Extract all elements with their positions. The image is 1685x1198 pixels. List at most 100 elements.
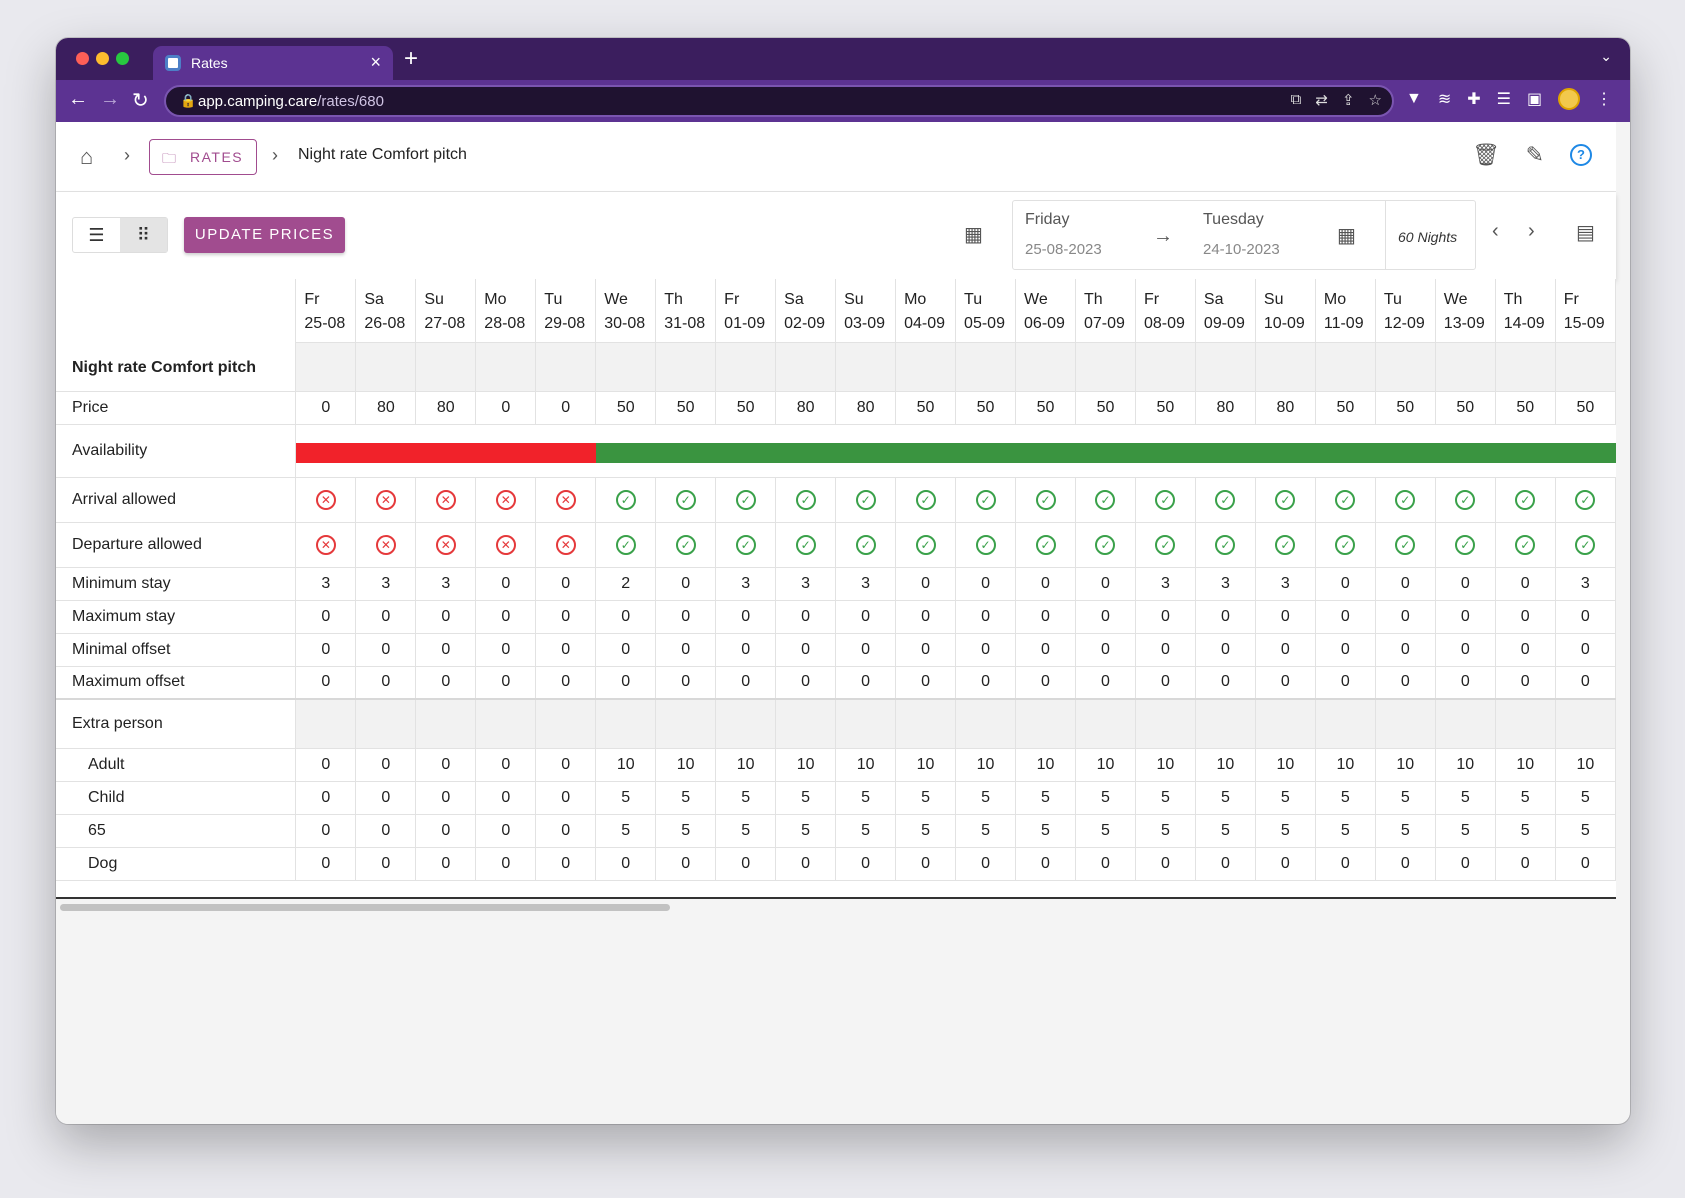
- bookmark-star-icon[interactable]: ☆: [1368, 92, 1382, 109]
- min-stay-cell[interactable]: 0: [655, 567, 717, 601]
- min-offset-cell[interactable]: 0: [1435, 633, 1496, 667]
- max-offset-cell[interactable]: 0: [1075, 666, 1136, 700]
- trash-icon[interactable]: 🗑: [1472, 142, 1500, 167]
- departure-cell[interactable]: ✓: [1555, 522, 1616, 568]
- adult-cell[interactable]: 10: [1315, 748, 1376, 782]
- child-cell[interactable]: 5: [1495, 781, 1556, 815]
- min-stay-cell[interactable]: 3: [1135, 567, 1196, 601]
- dog-cell[interactable]: 0: [1435, 847, 1496, 881]
- child-cell[interactable]: 5: [775, 781, 837, 815]
- dog-cell[interactable]: 0: [1315, 847, 1376, 881]
- price-cell[interactable]: 50: [1375, 391, 1436, 425]
- edit-pencil-icon[interactable]: ✎: [1525, 142, 1544, 167]
- departure-cell[interactable]: ✓: [1435, 522, 1496, 568]
- browser-menu-icon[interactable]: ⋮: [1596, 91, 1613, 108]
- forward-icon[interactable]: →: [100, 88, 120, 110]
- min-stay-cell[interactable]: 0: [1315, 567, 1376, 601]
- dog-cell[interactable]: 0: [1255, 847, 1316, 881]
- open-external-icon[interactable]: ⧉: [1290, 91, 1302, 108]
- max-offset-cell[interactable]: 0: [1315, 666, 1376, 700]
- departure-cell[interactable]: ✓: [1255, 522, 1316, 568]
- max-stay-cell[interactable]: 0: [1315, 600, 1376, 634]
- child-cell[interactable]: 0: [415, 781, 477, 815]
- child-cell[interactable]: 5: [1075, 781, 1136, 815]
- arrival-cell[interactable]: ✓: [655, 477, 717, 523]
- price-cell[interactable]: 80: [415, 391, 477, 425]
- extension-triangle-icon[interactable]: ▼: [1406, 90, 1422, 107]
- update-prices-button[interactable]: UPDATE PRICES: [184, 217, 345, 253]
- max-offset-cell[interactable]: 0: [595, 666, 657, 700]
- dog-cell[interactable]: 0: [1375, 847, 1436, 881]
- adult-cell[interactable]: 10: [1135, 748, 1196, 782]
- child-cell[interactable]: 0: [535, 781, 597, 815]
- max-stay-cell[interactable]: 0: [595, 600, 657, 634]
- max-stay-cell[interactable]: 0: [475, 600, 537, 634]
- max-stay-cell[interactable]: 0: [835, 600, 897, 634]
- arrival-cell[interactable]: ✓: [895, 477, 957, 523]
- adult-cell[interactable]: 10: [955, 748, 1017, 782]
- min-offset-cell[interactable]: 0: [595, 633, 657, 667]
- arrival-cell[interactable]: ✓: [1135, 477, 1196, 523]
- min-offset-cell[interactable]: 0: [655, 633, 717, 667]
- price-cell[interactable]: 50: [895, 391, 957, 425]
- horizontal-scrollbar[interactable]: [56, 901, 1616, 913]
- max-stay-cell[interactable]: 0: [895, 600, 957, 634]
- adult-cell[interactable]: 10: [1255, 748, 1316, 782]
- min-offset-cell[interactable]: 0: [715, 633, 777, 667]
- min-stay-cell[interactable]: 3: [775, 567, 837, 601]
- price-cell[interactable]: 80: [1255, 391, 1316, 425]
- max-offset-cell[interactable]: 0: [1255, 666, 1316, 700]
- adult-cell[interactable]: 10: [1495, 748, 1556, 782]
- adult-cell[interactable]: 10: [655, 748, 717, 782]
- min-offset-cell[interactable]: 0: [355, 633, 417, 667]
- min-stay-cell[interactable]: 0: [475, 567, 537, 601]
- arrival-cell[interactable]: ✓: [955, 477, 1017, 523]
- max-stay-cell[interactable]: 0: [1555, 600, 1616, 634]
- adult-cell[interactable]: 10: [1015, 748, 1076, 782]
- departure-cell[interactable]: ✓: [1075, 522, 1136, 568]
- max-stay-cell[interactable]: 0: [1015, 600, 1076, 634]
- min-stay-cell[interactable]: 0: [535, 567, 597, 601]
- senior-cell[interactable]: 5: [835, 814, 897, 848]
- share-icon[interactable]: ⇪: [1341, 92, 1355, 109]
- price-cell[interactable]: 50: [1135, 391, 1196, 425]
- arrival-cell[interactable]: ✕: [295, 477, 357, 523]
- max-offset-cell[interactable]: 0: [1195, 666, 1256, 700]
- price-cell[interactable]: 0: [475, 391, 537, 425]
- min-offset-cell[interactable]: 0: [775, 633, 837, 667]
- child-cell[interactable]: 5: [895, 781, 957, 815]
- senior-cell[interactable]: 5: [1315, 814, 1376, 848]
- max-stay-cell[interactable]: 0: [1255, 600, 1316, 634]
- senior-cell[interactable]: 5: [1375, 814, 1436, 848]
- max-offset-cell[interactable]: 0: [715, 666, 777, 700]
- min-offset-cell[interactable]: 0: [1495, 633, 1556, 667]
- arrival-cell[interactable]: ✓: [835, 477, 897, 523]
- child-cell[interactable]: 0: [355, 781, 417, 815]
- max-offset-cell[interactable]: 0: [475, 666, 537, 700]
- min-offset-cell[interactable]: 0: [1075, 633, 1136, 667]
- child-cell[interactable]: 5: [1135, 781, 1196, 815]
- max-stay-cell[interactable]: 0: [1135, 600, 1196, 634]
- dog-cell[interactable]: 0: [1555, 847, 1616, 881]
- departure-cell[interactable]: ✓: [1195, 522, 1256, 568]
- max-offset-cell[interactable]: 0: [1015, 666, 1076, 700]
- dog-cell[interactable]: 0: [775, 847, 837, 881]
- calendar-icon[interactable]: ▦: [964, 224, 983, 246]
- departure-cell[interactable]: ✕: [415, 522, 477, 568]
- home-icon[interactable]: ⌂: [80, 144, 94, 169]
- child-cell[interactable]: 0: [295, 781, 357, 815]
- dog-cell[interactable]: 0: [355, 847, 417, 881]
- senior-cell[interactable]: 5: [1555, 814, 1616, 848]
- price-cell[interactable]: 50: [1495, 391, 1556, 425]
- arrival-cell[interactable]: ✓: [1015, 477, 1076, 523]
- price-cell[interactable]: 50: [955, 391, 1017, 425]
- rates-breadcrumb-button[interactable]: 🗀 RATES: [149, 139, 257, 175]
- dog-cell[interactable]: 0: [1135, 847, 1196, 881]
- departure-cell[interactable]: ✓: [895, 522, 957, 568]
- child-cell[interactable]: 5: [1435, 781, 1496, 815]
- arrival-cell[interactable]: ✓: [1195, 477, 1256, 523]
- arrival-cell[interactable]: ✕: [535, 477, 597, 523]
- dog-cell[interactable]: 0: [1015, 847, 1076, 881]
- price-cell[interactable]: 50: [1075, 391, 1136, 425]
- senior-cell[interactable]: 5: [1255, 814, 1316, 848]
